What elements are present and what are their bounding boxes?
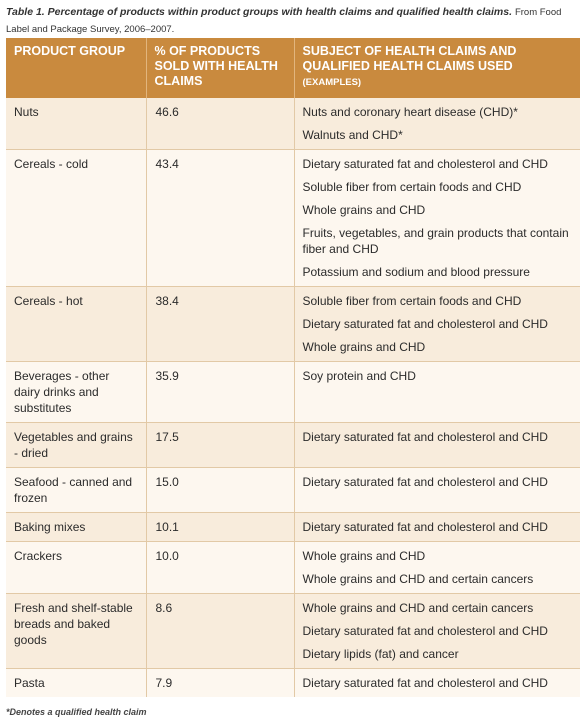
claim-item: Fruits, vegetables, and grain products t… (302, 226, 569, 256)
claims-cell: Whole grains and CHD and certain cancers… (293, 593, 580, 669)
claim-item: Soluble fiber from certain foods and CHD (302, 180, 522, 194)
header-percent-sold: % OF PRODUCTS SOLD WITH HEALTH CLAIMS (145, 38, 294, 98)
claim-item: Nuts and coronary heart disease (CHD)* (302, 105, 518, 119)
claim-item: Walnuts and CHD* (302, 128, 403, 142)
claim-item: Whole grains and CHD and certain cancers (302, 572, 534, 586)
claim-item: Dietary saturated fat and cholesterol an… (302, 317, 548, 331)
product-group-cell: Crackers (6, 541, 146, 594)
claim-item: Whole grains and CHD (302, 549, 426, 563)
table-row: Beverages - other dairy drinks and subst… (6, 361, 580, 423)
table-row: Pasta 7.9 Dietary saturated fat and choles… (6, 668, 580, 697)
claim-item: Dietary saturated fat and cholesterol an… (302, 430, 548, 444)
percent-cell: 7.9 (145, 668, 294, 697)
claim-item: Dietary saturated fat and cholesterol an… (302, 624, 548, 638)
product-group-cell: Beverages - other dairy drinks and subst… (6, 361, 146, 423)
claim-item: Soluble fiber from certain foods and CHD (302, 294, 522, 308)
product-group-cell: Seafood - canned and frozen (6, 467, 146, 513)
header-row: PRODUCT GROUP % OF PRODUCTS SOLD WITH HE… (6, 38, 580, 98)
table-row: Cereals - hot 38.4 Soluble fiber from cert… (6, 286, 580, 362)
claim-item: Whole grains and CHD and certain cancers (302, 601, 534, 615)
claim-item: Dietary saturated fat and cholesterol an… (302, 520, 548, 534)
product-group-cell: Fresh and shelf-stable breads and baked … (6, 593, 146, 669)
product-group-cell: Nuts (6, 98, 146, 150)
product-group-cell: Cereals - cold (6, 149, 146, 287)
percent-cell: 10.0 (145, 541, 294, 594)
header-product-group: PRODUCT GROUP (6, 38, 146, 98)
table-row: Vegetables and grains - dried 17.5 Dietary… (6, 422, 580, 468)
percent-cell: 8.6 (145, 593, 294, 669)
claim-item: Dietary saturated fat and cholesterol an… (302, 157, 548, 171)
claims-cell: Whole grains and CHD Whole grains and CHD… (293, 541, 580, 594)
claims-cell: Dietary saturated fat and cholesterol an… (293, 512, 580, 542)
percent-cell: 17.5 (145, 422, 294, 468)
product-group-cell: Vegetables and grains - dried (6, 422, 146, 468)
percent-cell: 10.1 (145, 512, 294, 542)
table-row: Cereals - cold 43.4 Dietary saturated fat … (6, 149, 580, 287)
claim-item: Soy protein and CHD (302, 369, 416, 383)
percent-cell: 43.4 (145, 149, 294, 287)
header-subject: SUBJECT OF HEALTH CLAIMS AND QUALIFIED H… (293, 38, 580, 98)
footnote: *Denotes a qualified health claim (6, 707, 147, 717)
table-row: Crackers 10.0 Whole grains and CHD Whole gr… (6, 541, 580, 594)
caption-source: From Food Label and Package Survey, 2006… (6, 7, 562, 35)
claims-cell: Dietary saturated fat and cholesterol an… (293, 149, 580, 287)
percent-cell: 35.9 (145, 361, 294, 423)
table-row: Seafood - canned and frozen 15.0 Dietary s… (6, 467, 580, 513)
product-group-cell: Cereals - hot (6, 286, 146, 362)
percent-cell: 46.6 (145, 98, 294, 150)
header-subject-note: (EXAMPLES) (302, 77, 362, 88)
health-claims-table: PRODUCT GROUP % OF PRODUCTS SOLD WITH HE… (6, 38, 580, 697)
claim-item: Whole grains and CHD (302, 340, 426, 354)
table-row: Fresh and shelf-stable breads and baked … (6, 593, 580, 669)
product-group-cell: Pasta (6, 668, 146, 697)
claims-cell: Dietary saturated fat and cholesterol an… (293, 668, 580, 697)
claim-item: Dietary saturated fat and cholesterol an… (302, 676, 548, 690)
product-group-cell: Baking mixes (6, 512, 146, 542)
claims-cell: Nuts and coronary heart disease (CHD)* Wa… (293, 98, 580, 150)
percent-cell: 38.4 (145, 286, 294, 362)
caption-title: Table 1. Percentage of products within p… (6, 6, 513, 18)
claims-cell: Soluble fiber from certain foods and CHD… (293, 286, 580, 362)
claim-item: Dietary lipids (fat) and cancer (302, 647, 459, 661)
claim-item: Potassium and sodium and blood pressure (302, 265, 530, 279)
percent-cell: 15.0 (145, 467, 294, 513)
table-caption: Table 1. Percentage of products within p… (6, 4, 578, 38)
claims-cell: Dietary saturated fat and cholesterol an… (293, 467, 580, 513)
claim-item: Dietary saturated fat and cholesterol an… (302, 475, 548, 489)
table-row: Nuts 46.6 Nuts and coronary heart disease … (6, 98, 580, 150)
table-body: Nuts 46.6 Nuts and coronary heart disease … (6, 98, 580, 697)
claims-cell: Dietary saturated fat and cholesterol an… (293, 422, 580, 468)
header-subject-text: SUBJECT OF HEALTH CLAIMS AND QUALIFIED H… (302, 44, 517, 73)
claims-cell: Soy protein and CHD (293, 361, 580, 423)
claim-item: Whole grains and CHD (302, 203, 426, 217)
table-row: Baking mixes 10.1 Dietary saturated fat an… (6, 512, 580, 542)
